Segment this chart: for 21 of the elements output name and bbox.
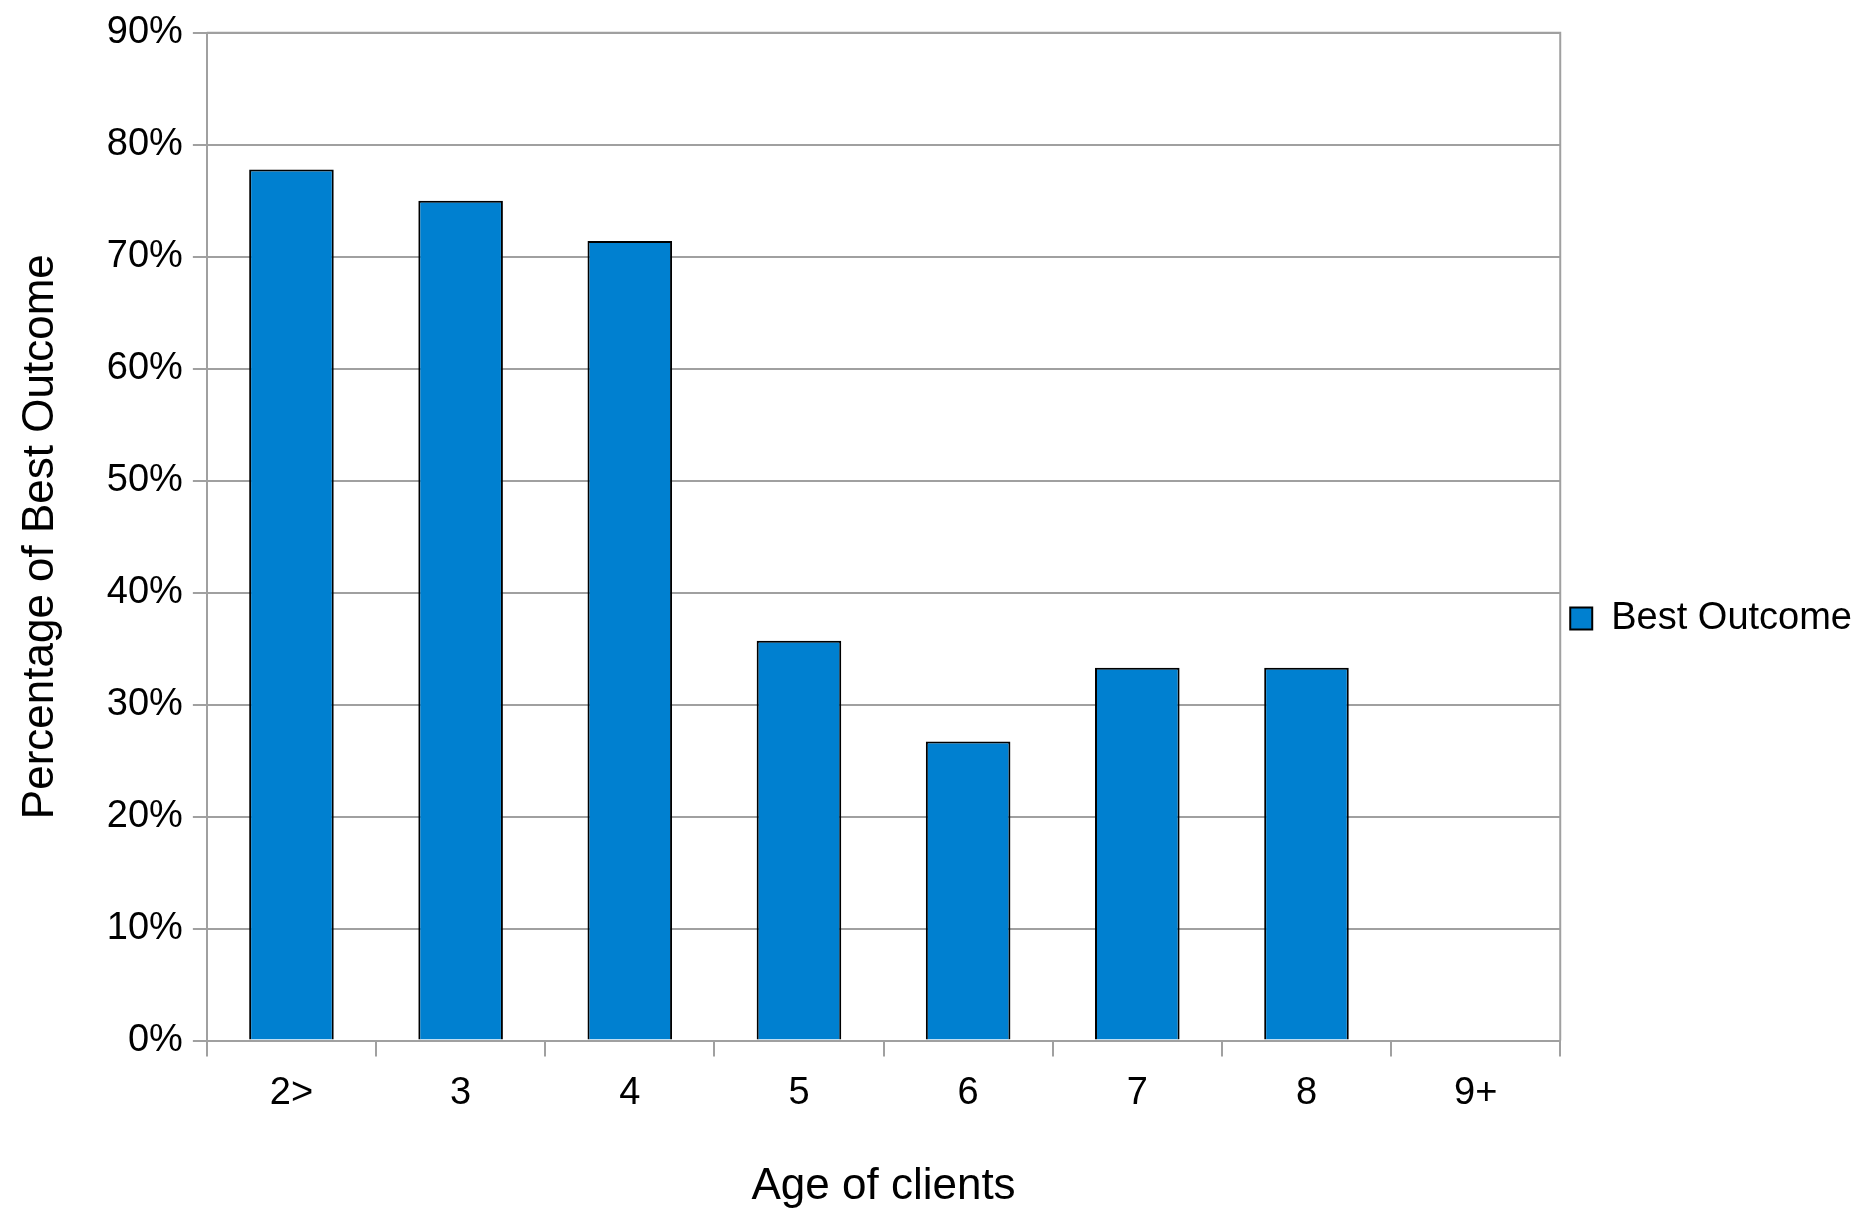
y-tick-label: 0%: [127, 1017, 183, 1060]
x-tick-label: 8: [1295, 1069, 1318, 1112]
x-axis-title: Age of clients: [751, 1158, 1016, 1208]
x-tick-label: 9+: [1453, 1069, 1498, 1112]
legend-label: Best Outcome: [1611, 594, 1852, 637]
y-tick-label: 10%: [106, 905, 183, 948]
x-tick-label: 6: [957, 1069, 979, 1112]
y-tick-label: 90%: [106, 9, 183, 52]
x-tick-label: 2>: [269, 1069, 314, 1112]
x-tick-label: 4: [619, 1069, 641, 1112]
y-tick-label: 30%: [106, 681, 183, 724]
y-tick-label: 40%: [106, 569, 183, 612]
y-tick-label: 20%: [106, 793, 183, 836]
x-tick-label: 7: [1126, 1069, 1148, 1112]
y-tick-label: 70%: [106, 233, 183, 276]
y-axis-title: Percentage of Best Outcome: [12, 254, 62, 820]
y-tick-label: 50%: [106, 457, 183, 500]
y-tick-label: 80%: [106, 121, 183, 164]
x-tick-label: 5: [788, 1069, 810, 1112]
y-tick-label: 60%: [106, 345, 183, 388]
x-tick-label: 3: [450, 1069, 472, 1112]
